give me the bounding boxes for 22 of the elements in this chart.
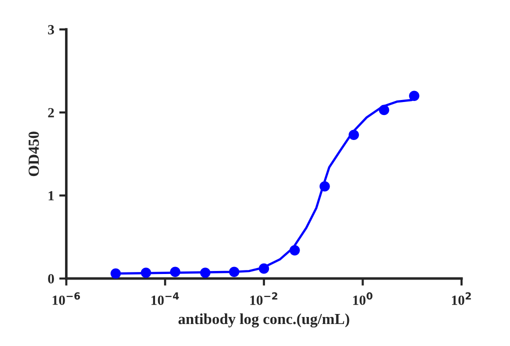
point [378,104,390,116]
x-tick-label: 10$^{−6}$ [52,292,80,305]
point [290,245,300,256]
x-axis-title: antibody log conc.(ug/mL) [178,313,350,328]
point [200,268,210,278]
y-tick-label: 1 [48,191,54,200]
y-tick-label: 3 [48,25,54,34]
y-tick-label: 2 [48,108,54,118]
x-tick-label: 10$^{0}$ [353,292,372,305]
y-axis-title: OD450 [28,132,39,176]
x-tick-label: 10$^{−4}$ [152,292,179,305]
x-tick-label: 10$^{2}$ [452,292,471,305]
point [409,90,420,101]
point [348,130,359,140]
point [258,263,270,274]
point [229,266,240,278]
y-tick-label: 0 [48,274,54,284]
point [140,268,152,278]
point [110,268,121,279]
point [170,266,180,278]
x-tick-label: 10$^{−2}$ [250,292,278,305]
point [320,181,330,192]
